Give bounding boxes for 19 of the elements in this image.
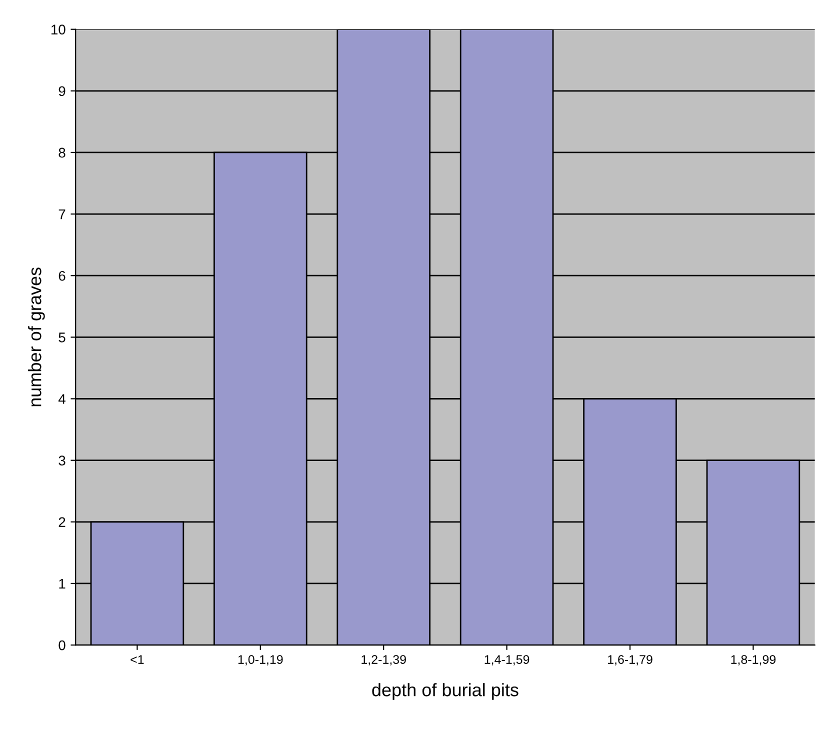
y-tick-label: 4	[58, 394, 66, 404]
x-tick-label: 1,6-1,79	[608, 655, 652, 666]
y-tick-label: 8	[58, 148, 66, 158]
y-tick-label: 2	[58, 517, 66, 527]
x-tick-label: 1,4-1,59	[484, 655, 530, 666]
y-tick-label: 1	[59, 578, 66, 588]
x-axis-title: depth of burial pits	[372, 683, 518, 700]
y-tick-label: 5	[58, 332, 66, 342]
y-tick-label: 7	[58, 210, 66, 220]
x-tick-label: 1,8-1,99	[731, 655, 776, 666]
y-axis-title: number of graves	[28, 268, 45, 406]
y-tick-label: 0	[58, 640, 66, 650]
x-tick-label: 1,2-1,39	[362, 655, 406, 666]
y-tick-label: 10	[51, 24, 66, 34]
y-tick-label: 9	[58, 86, 66, 96]
x-tick-label: <1	[130, 655, 144, 664]
y-tick-label: 6	[58, 270, 66, 281]
y-tick-label: 3	[58, 456, 66, 466]
x-tick-label: 1,0-1,19	[238, 655, 283, 666]
